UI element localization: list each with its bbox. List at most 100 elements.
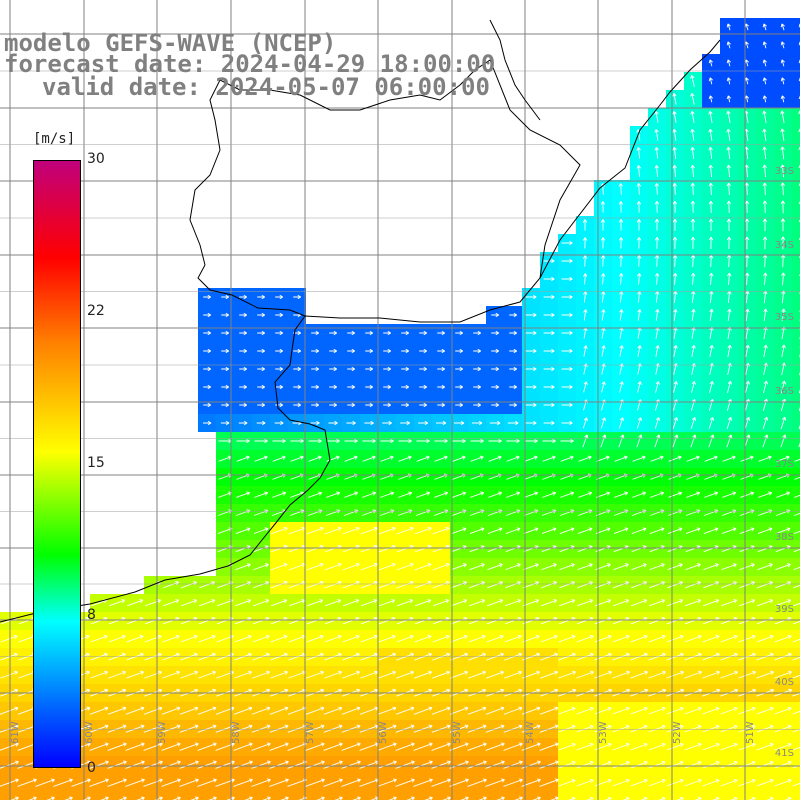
wind-arrow <box>491 402 500 408</box>
wind-arrow <box>144 634 162 643</box>
wind-arrow <box>793 512 800 516</box>
wind-arrow <box>612 760 630 769</box>
wind-arrow <box>473 402 482 408</box>
wind-arrow <box>344 438 358 444</box>
speed-cell <box>792 450 800 468</box>
wind-arrow <box>654 219 660 231</box>
wind-arrow <box>568 796 576 800</box>
speed-cell <box>792 378 800 396</box>
wind-arrow <box>561 402 573 408</box>
wind-arrow <box>437 384 446 390</box>
wind-arrow <box>619 345 624 357</box>
speed-cell <box>792 432 800 450</box>
wind-arrow <box>558 706 576 715</box>
wind-arrow <box>509 348 518 354</box>
wind-arrow <box>449 778 469 787</box>
wind-arrow <box>543 384 555 390</box>
speed-cell <box>792 342 800 360</box>
wind-arrow <box>398 438 412 444</box>
wind-arrow <box>311 384 320 390</box>
wind-arrow <box>686 491 701 498</box>
wind-arrow <box>179 742 199 751</box>
wind-arrow <box>488 455 502 462</box>
wind-arrow <box>630 634 648 643</box>
wind-arrow <box>702 706 720 715</box>
speed-cell <box>792 270 800 288</box>
wind-arrow <box>774 670 792 679</box>
speed-cell <box>792 540 800 558</box>
wind-arrow <box>726 416 733 429</box>
wind-arrow <box>451 599 468 607</box>
wind-arrow <box>470 491 485 498</box>
wind-arrow <box>235 527 251 534</box>
wind-arrow <box>486 670 504 679</box>
wind-arrow <box>684 778 702 787</box>
wind-arrow <box>775 563 791 571</box>
wind-arrow <box>437 330 446 336</box>
wind-arrow <box>509 312 518 318</box>
speed-cell <box>90 792 108 800</box>
wind-arrow <box>328 420 338 426</box>
wind-arrow <box>274 420 284 426</box>
coastline <box>0 39 721 623</box>
wind-arrow <box>561 294 573 300</box>
lon-label: 55W <box>452 721 463 744</box>
wind-arrow <box>539 778 559 787</box>
speed-cell <box>198 792 216 800</box>
wind-arrow <box>702 724 720 733</box>
wind-arrow <box>691 308 696 321</box>
wind-arrow <box>636 237 642 249</box>
wind-arrow <box>269 724 289 733</box>
wind-arrow <box>636 147 641 159</box>
wind-arrow <box>383 384 392 390</box>
wind-arrow <box>272 491 287 498</box>
wind-arrow <box>221 294 230 300</box>
wind-arrow <box>601 345 606 357</box>
wind-arrow <box>470 438 484 444</box>
wind-arrow <box>762 41 767 49</box>
wind-arrow <box>413 706 433 715</box>
speed-cell <box>792 666 800 684</box>
wind-arrow <box>543 366 555 372</box>
wind-arrow <box>257 402 266 408</box>
wind-arrow <box>613 563 629 571</box>
wind-arrow <box>347 330 356 336</box>
wind-arrow <box>744 434 751 448</box>
wind-arrow <box>341 724 361 733</box>
wind-arrow <box>107 706 127 715</box>
wind-arrow <box>684 670 702 679</box>
wind-arrow <box>275 312 284 318</box>
wind-arrow <box>632 455 646 462</box>
wind-arrow <box>396 652 414 661</box>
wind-arrow <box>311 330 320 336</box>
wind-arrow <box>745 380 750 393</box>
wind-arrow <box>792 782 800 787</box>
wind-arrow <box>708 434 715 448</box>
speed-cell <box>792 252 800 270</box>
wind-arrow <box>347 384 356 390</box>
wind-arrow <box>636 165 641 177</box>
wind-arrow <box>449 724 469 733</box>
wind-arrow <box>486 634 504 643</box>
wind-arrow <box>684 724 702 733</box>
wind-arrow <box>720 706 738 715</box>
speed-cell <box>792 792 800 800</box>
wind-arrow <box>491 366 500 372</box>
wind-arrow <box>270 562 288 571</box>
wind-arrow <box>702 760 720 769</box>
wind-arrow <box>401 384 410 390</box>
wind-arrow <box>163 581 179 589</box>
wind-arrow <box>612 742 630 751</box>
wind-arrow <box>744 236 750 250</box>
wind-arrow <box>504 634 522 643</box>
wind-arrow <box>239 384 248 390</box>
wind-arrow <box>308 491 323 498</box>
wind-arrow <box>467 742 487 751</box>
wind-arrow <box>650 491 665 498</box>
wind-arrow <box>473 366 482 372</box>
wind-arrow <box>454 420 465 426</box>
speed-cell <box>792 90 800 108</box>
wind-arrow <box>684 742 702 751</box>
wind-arrow <box>798 219 800 222</box>
wind-arrow <box>395 778 415 787</box>
